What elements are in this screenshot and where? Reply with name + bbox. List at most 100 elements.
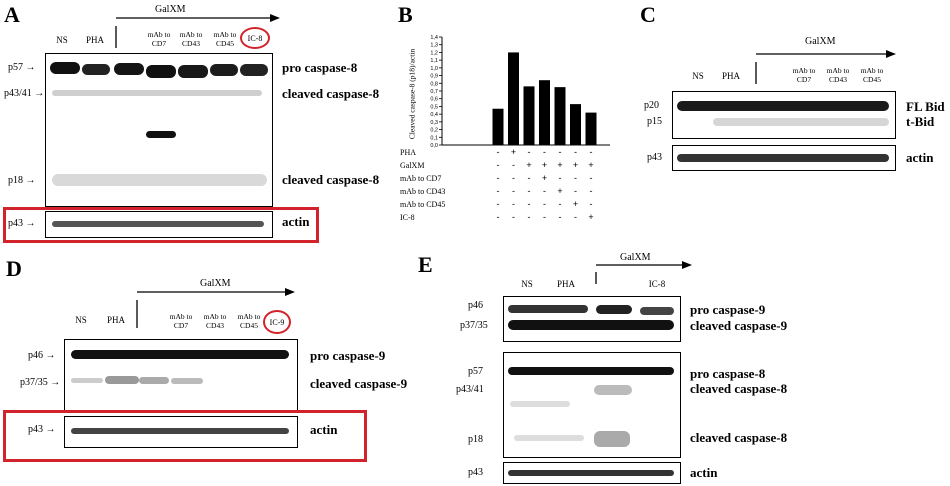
sign-cell: -: [512, 160, 515, 170]
panel-a-lane-cd7: mAb to CD7: [147, 30, 171, 48]
panel-a-galxm: GalXM: [155, 4, 186, 15]
sign-cell: +: [572, 160, 579, 170]
panel-e-blot-casp9: [503, 296, 681, 342]
panel-d-lane-ic9: IC-9: [269, 317, 285, 327]
panel-c-lane-cd7: mAb to CD7: [792, 66, 816, 84]
sign-cell: -: [574, 147, 577, 157]
y-tick-label: 0,3: [430, 120, 438, 126]
panel-c-marker-p15: p15: [647, 116, 662, 127]
sign-cell: -: [527, 147, 531, 157]
panel-e-marker-p43-41: p43/41: [456, 384, 484, 395]
sign-cell: +: [510, 147, 517, 157]
panel-d-marker-p37-35: p37/35 →: [20, 377, 61, 388]
y-tick-label: 0,2: [430, 128, 438, 134]
sign-cell: -: [496, 186, 500, 196]
y-tick-label: 0,8: [430, 81, 438, 87]
sign-cell: -: [589, 173, 593, 183]
panel-a-label-actin: actin: [282, 214, 310, 229]
sign-cell: -: [496, 212, 500, 222]
band: [146, 131, 176, 138]
panel-a-marker-p43-41: p43/41 →: [4, 88, 45, 99]
bar: [523, 86, 535, 145]
panel-e-blot-casp8: [503, 352, 681, 458]
panel-a-lane-cd45: mAb to CD45: [213, 30, 237, 48]
sign-cell: -: [589, 147, 593, 157]
sign-cell: -: [574, 186, 577, 196]
panel-e-marker-p37-35: p37/35: [460, 320, 488, 331]
panel-d-lane-cd45: mAb to CD45: [237, 312, 261, 330]
panel-d-label-cleaved: cleaved caspase-9: [310, 376, 408, 391]
band: [677, 101, 889, 111]
y-tick-label: 0,9: [430, 74, 438, 80]
sign-row-label: IC-8: [400, 213, 415, 222]
sign-row-label: GalXM: [400, 161, 425, 170]
band: [594, 431, 630, 447]
panel-c-lane-pha: PHA: [721, 71, 740, 81]
sign-cell: -: [512, 212, 515, 222]
panel-d-letter: D: [6, 256, 22, 281]
sign-row-label: PHA: [400, 148, 417, 157]
panel-c-blot-bid: [672, 91, 896, 139]
sign-cell: -: [558, 212, 562, 222]
panel-d-lane-ns: NS: [75, 315, 87, 325]
panel-a-label-cleaved-1: cleaved caspase-8: [282, 86, 380, 101]
panel-d-label-actin: actin: [310, 422, 338, 437]
panel-e-label-pro9: pro caspase-9: [690, 302, 766, 317]
panel-e-marker-p43: p43: [468, 467, 483, 478]
sign-cell: -: [543, 199, 546, 209]
sign-cell: -: [558, 173, 562, 183]
panel-d-actin-highlight: [3, 410, 367, 462]
y-tick-label: 0,6: [430, 97, 438, 103]
y-tick-label: 1,3: [430, 43, 438, 49]
panel-c-label-tbid: t-Bid: [906, 114, 935, 129]
panel-a-lane-cd43: mAb to CD43: [179, 30, 203, 48]
y-tick-label: 0,5: [430, 104, 438, 110]
panel-c-marker-p20: p20: [644, 100, 659, 111]
band: [50, 62, 80, 74]
sign-cell: -: [527, 186, 531, 196]
panel-a-lane-ic8: IC-8: [247, 33, 263, 43]
band: [52, 221, 264, 227]
sign-cell: -: [512, 186, 515, 196]
panel-e-blot-actin: [503, 462, 681, 484]
sign-cell: -: [496, 147, 500, 157]
band: [508, 305, 588, 313]
panel-e-label-cleaved8a: cleaved caspase-8: [690, 381, 788, 396]
band: [114, 63, 144, 75]
panel-c-galxm: GalXM: [805, 36, 836, 47]
sign-cell: +: [588, 212, 594, 222]
sign-cell: +: [557, 186, 563, 196]
panel-b-sign-table: PHA - + - - - - - GalXM - - + + + + + mAb to CD7- - - + - - - m…: [396, 147, 606, 240]
panel-d-marker-p43: p43 →: [28, 424, 56, 435]
sign-cell: -: [496, 160, 500, 170]
panel-a-label-pro: pro caspase-8: [282, 60, 358, 75]
panel-a-label-cleaved-2: cleaved caspase-8: [282, 172, 380, 187]
sign-row-label: mAb to CD43: [400, 187, 446, 196]
band: [514, 435, 584, 441]
panel-a-marker-p18: p18 →: [8, 175, 36, 186]
panel-c-lane-ns: NS: [692, 71, 704, 81]
bar: [570, 104, 581, 145]
band: [240, 64, 268, 76]
y-tick-label: 0,7: [430, 89, 438, 95]
band: [82, 64, 110, 75]
y-tick-label: 1,2: [430, 50, 438, 56]
band: [640, 307, 674, 315]
band: [713, 118, 889, 126]
panel-d-marker-p46: p46 →: [28, 350, 56, 361]
panel-e-letter: E: [418, 252, 433, 277]
sign-cell: +: [541, 173, 548, 183]
band: [146, 65, 176, 78]
panel-a-blot-main: [45, 53, 273, 207]
panel-d-lane-cd7: mAb to CD7: [169, 312, 193, 330]
sign-cell: -: [574, 173, 577, 183]
panel-a-marker-p57: p57 →: [8, 62, 36, 73]
bar: [492, 108, 504, 145]
bar: [554, 87, 566, 145]
panel-c-blot-actin: [672, 145, 896, 171]
band: [71, 378, 103, 383]
sign-cell: -: [543, 212, 546, 222]
sign-cell: -: [589, 199, 593, 209]
